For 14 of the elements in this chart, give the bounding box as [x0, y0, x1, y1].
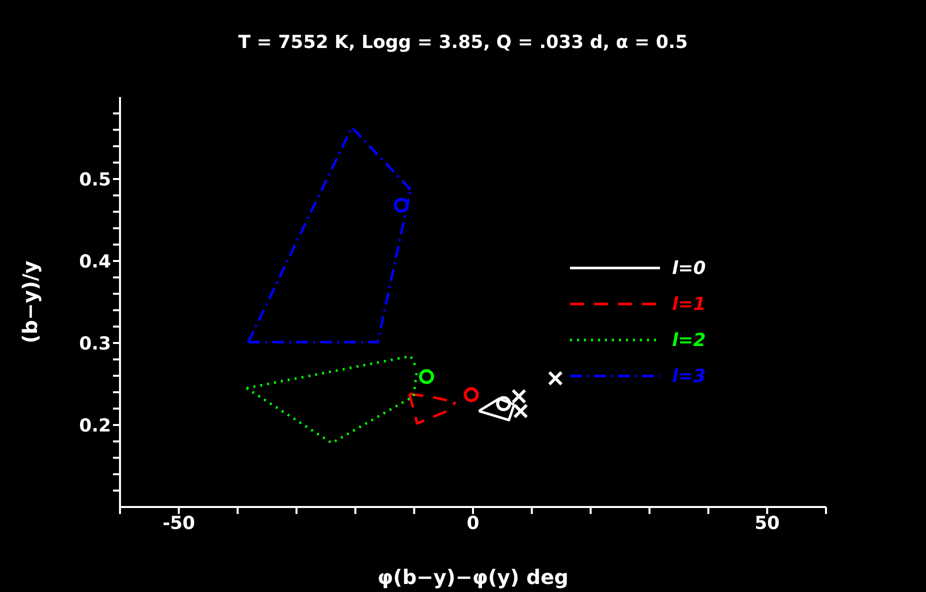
- x-tick-label: -50: [162, 512, 196, 534]
- legend-label: l=0: [672, 258, 706, 279]
- y-tick-label: 0.5: [79, 169, 111, 190]
- y-tick-label: 0.3: [79, 333, 111, 354]
- x-tick-label: 50: [754, 512, 780, 534]
- y-tick-label: 0.4: [79, 251, 111, 272]
- y-tick-label: 0.2: [79, 415, 111, 436]
- legend-label: l=1: [672, 294, 706, 315]
- y-axis-title: (b−y)/y: [18, 260, 42, 344]
- legend-label: l=3: [672, 366, 706, 387]
- legend-label: l=2: [672, 330, 706, 351]
- chart-title: T = 7552 K, Logg = 3.85, Q = .033 d, α = 0.5: [237, 32, 689, 53]
- x-axis-title: φ(b−y)−φ(y) deg: [378, 565, 568, 589]
- x-tick-label: 0: [466, 512, 480, 534]
